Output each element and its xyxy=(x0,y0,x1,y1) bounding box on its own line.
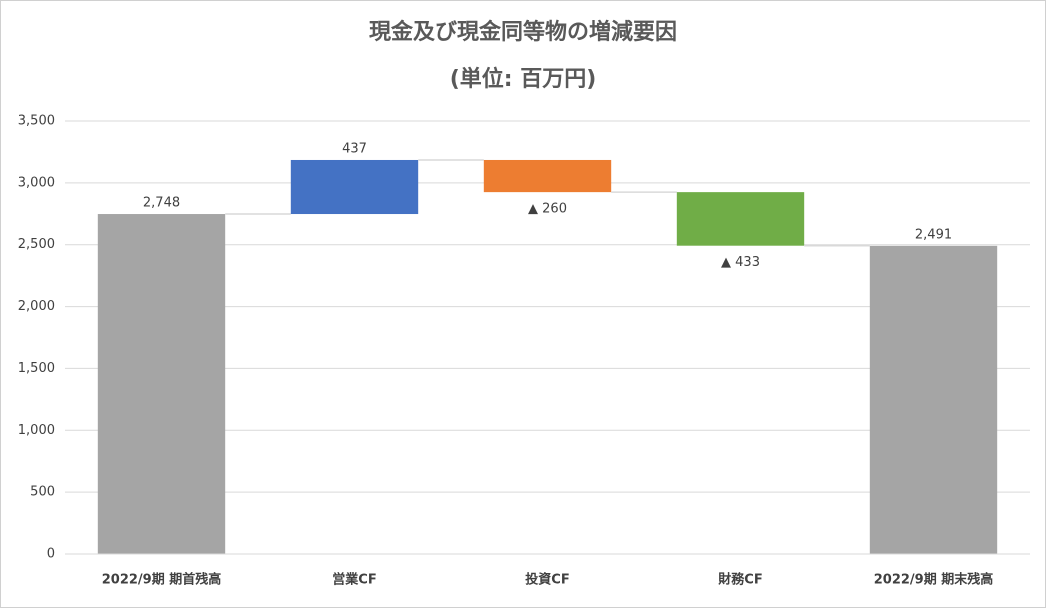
y-tick-label: 1,500 xyxy=(18,361,55,376)
value-label: ▲ 260 xyxy=(528,202,567,217)
y-tick-label: 3,000 xyxy=(18,175,55,190)
bar xyxy=(97,214,226,554)
bar xyxy=(869,245,998,555)
value-label: 437 xyxy=(342,141,367,156)
bar xyxy=(483,159,612,193)
value-label: ▲ 433 xyxy=(721,255,760,270)
y-tick-label: 2,000 xyxy=(18,299,55,314)
y-tick-label: 500 xyxy=(30,485,55,500)
bar xyxy=(676,192,805,246)
chart-title: 現金及び現金同等物の増減要因 xyxy=(369,19,677,45)
bar xyxy=(290,159,419,215)
x-tick-label: 営業CF xyxy=(332,572,376,588)
x-tick-label: 財務CF xyxy=(717,572,762,588)
x-tick-label: 2022/9期 期首残高 xyxy=(102,572,222,588)
chart-subtitle: (単位: 百万円) xyxy=(450,66,597,92)
value-label: 2,491 xyxy=(915,227,952,242)
value-label: 2,748 xyxy=(143,196,180,211)
y-tick-label: 3,500 xyxy=(18,114,55,129)
y-tick-label: 2,500 xyxy=(18,237,55,252)
y-tick-label: 1,000 xyxy=(18,423,55,438)
y-tick-label: 0 xyxy=(47,547,55,562)
x-tick-label: 投資CF xyxy=(525,572,569,588)
x-tick-label: 2022/9期 期末残高 xyxy=(874,572,994,588)
